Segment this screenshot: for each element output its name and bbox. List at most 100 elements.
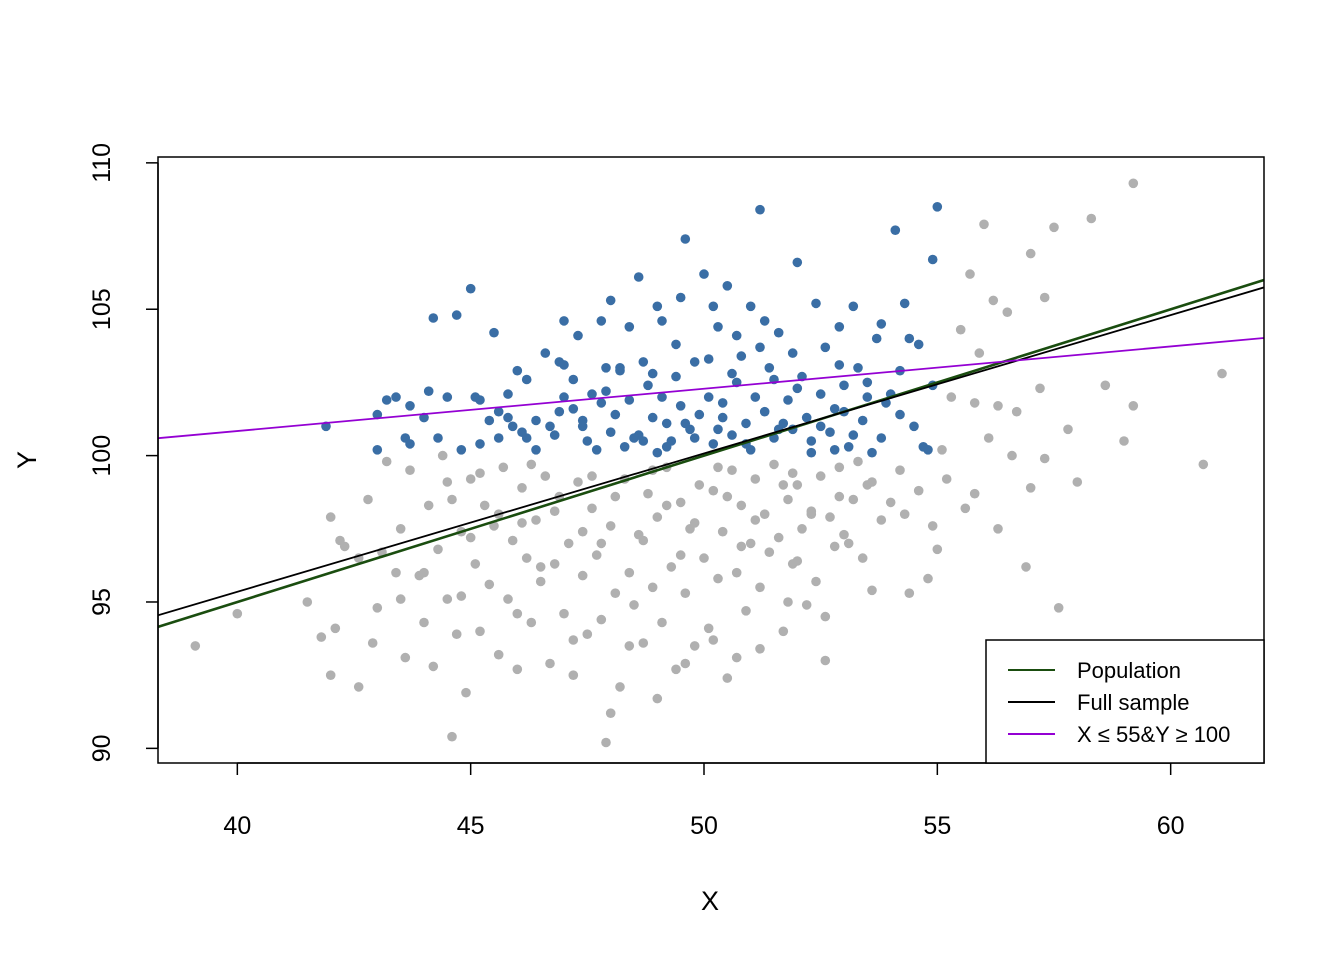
data-point: [573, 330, 583, 341]
data-point: [605, 708, 616, 718]
data-point: [750, 474, 761, 484]
data-point: [465, 532, 476, 543]
data-point: [1021, 562, 1031, 572]
data-point: [736, 351, 747, 361]
data-point: [829, 404, 840, 414]
x-tick-label: 45: [457, 812, 485, 840]
data-point: [381, 456, 392, 467]
data-point: [890, 225, 901, 235]
y-tick-label: 95: [88, 588, 116, 616]
data-point: [937, 445, 947, 455]
data-point: [484, 415, 495, 426]
data-point: [983, 433, 994, 443]
y-tick-label: 105: [88, 288, 116, 330]
data-point: [531, 515, 541, 525]
data-point: [689, 518, 700, 528]
data-point: [433, 544, 443, 555]
data-point: [451, 629, 462, 639]
data-point: [615, 363, 625, 373]
data-point: [549, 559, 560, 569]
data-point: [764, 547, 775, 557]
data-point: [750, 392, 761, 402]
data-point: [941, 474, 952, 484]
data-point: [759, 406, 770, 417]
data-point: [811, 576, 821, 587]
data-point: [671, 664, 681, 675]
data-point: [759, 509, 770, 519]
data-point: [680, 588, 691, 598]
data-point: [423, 500, 434, 511]
data-point: [713, 424, 723, 435]
data-point: [470, 559, 481, 569]
data-point: [876, 319, 887, 329]
data-point: [671, 339, 681, 350]
data-point: [801, 600, 812, 610]
data-point: [442, 392, 453, 402]
data-point: [895, 409, 905, 420]
data-point: [755, 582, 765, 593]
data-point: [395, 594, 406, 604]
data-point: [521, 433, 532, 443]
data-point: [638, 357, 649, 367]
data-point: [484, 579, 495, 590]
data-point: [843, 538, 854, 549]
data-point: [895, 465, 905, 476]
data-point: [619, 442, 630, 452]
data-point: [573, 477, 583, 487]
data-point: [792, 480, 803, 490]
data-point: [694, 409, 705, 420]
data-point: [843, 442, 854, 452]
data-point: [652, 693, 663, 704]
data-point: [1035, 383, 1045, 394]
data-point: [391, 392, 401, 402]
data-point: [596, 316, 607, 326]
data-point: [325, 670, 336, 680]
data-point: [517, 518, 527, 528]
data-point: [825, 512, 835, 522]
data-point: [876, 515, 887, 525]
data-point: [363, 494, 373, 505]
y-tick-label: 90: [88, 734, 116, 762]
data-point: [610, 491, 621, 502]
data-point: [419, 617, 429, 628]
data-point: [405, 465, 415, 476]
data-point: [657, 617, 667, 628]
data-point: [1086, 213, 1097, 224]
data-point: [610, 588, 621, 598]
data-point: [699, 553, 709, 563]
data-point: [428, 313, 439, 323]
data-point: [568, 670, 579, 680]
data-point: [871, 333, 882, 344]
data-point: [703, 392, 714, 402]
data-point: [703, 623, 714, 634]
data-point: [876, 433, 887, 443]
data-point: [503, 389, 513, 399]
legend: Population Full sample X ≤ 55&Y ≥ 100: [985, 639, 1265, 764]
data-point: [965, 269, 975, 279]
data-point: [671, 371, 681, 382]
data-point: [764, 363, 775, 373]
data-point: [736, 541, 747, 552]
y-tick-label-group: 90: [88, 734, 116, 762]
data-point: [540, 471, 551, 481]
data-point: [913, 339, 924, 350]
data-point: [1025, 248, 1036, 259]
data-point: [629, 600, 639, 610]
data-point: [381, 395, 392, 405]
data-point: [675, 550, 686, 560]
data-point: [834, 322, 845, 332]
data-point: [1128, 178, 1139, 189]
data-point: [675, 292, 686, 303]
data-point: [587, 389, 597, 399]
data-point: [736, 500, 747, 511]
data-point: [638, 638, 649, 648]
data-point: [853, 456, 863, 467]
data-point: [475, 468, 485, 479]
data-point: [512, 365, 523, 376]
data-point: [988, 295, 999, 306]
data-point: [433, 433, 443, 443]
data-point: [867, 447, 877, 458]
data-point: [582, 436, 593, 446]
x-tick-label: 60: [1157, 812, 1185, 840]
